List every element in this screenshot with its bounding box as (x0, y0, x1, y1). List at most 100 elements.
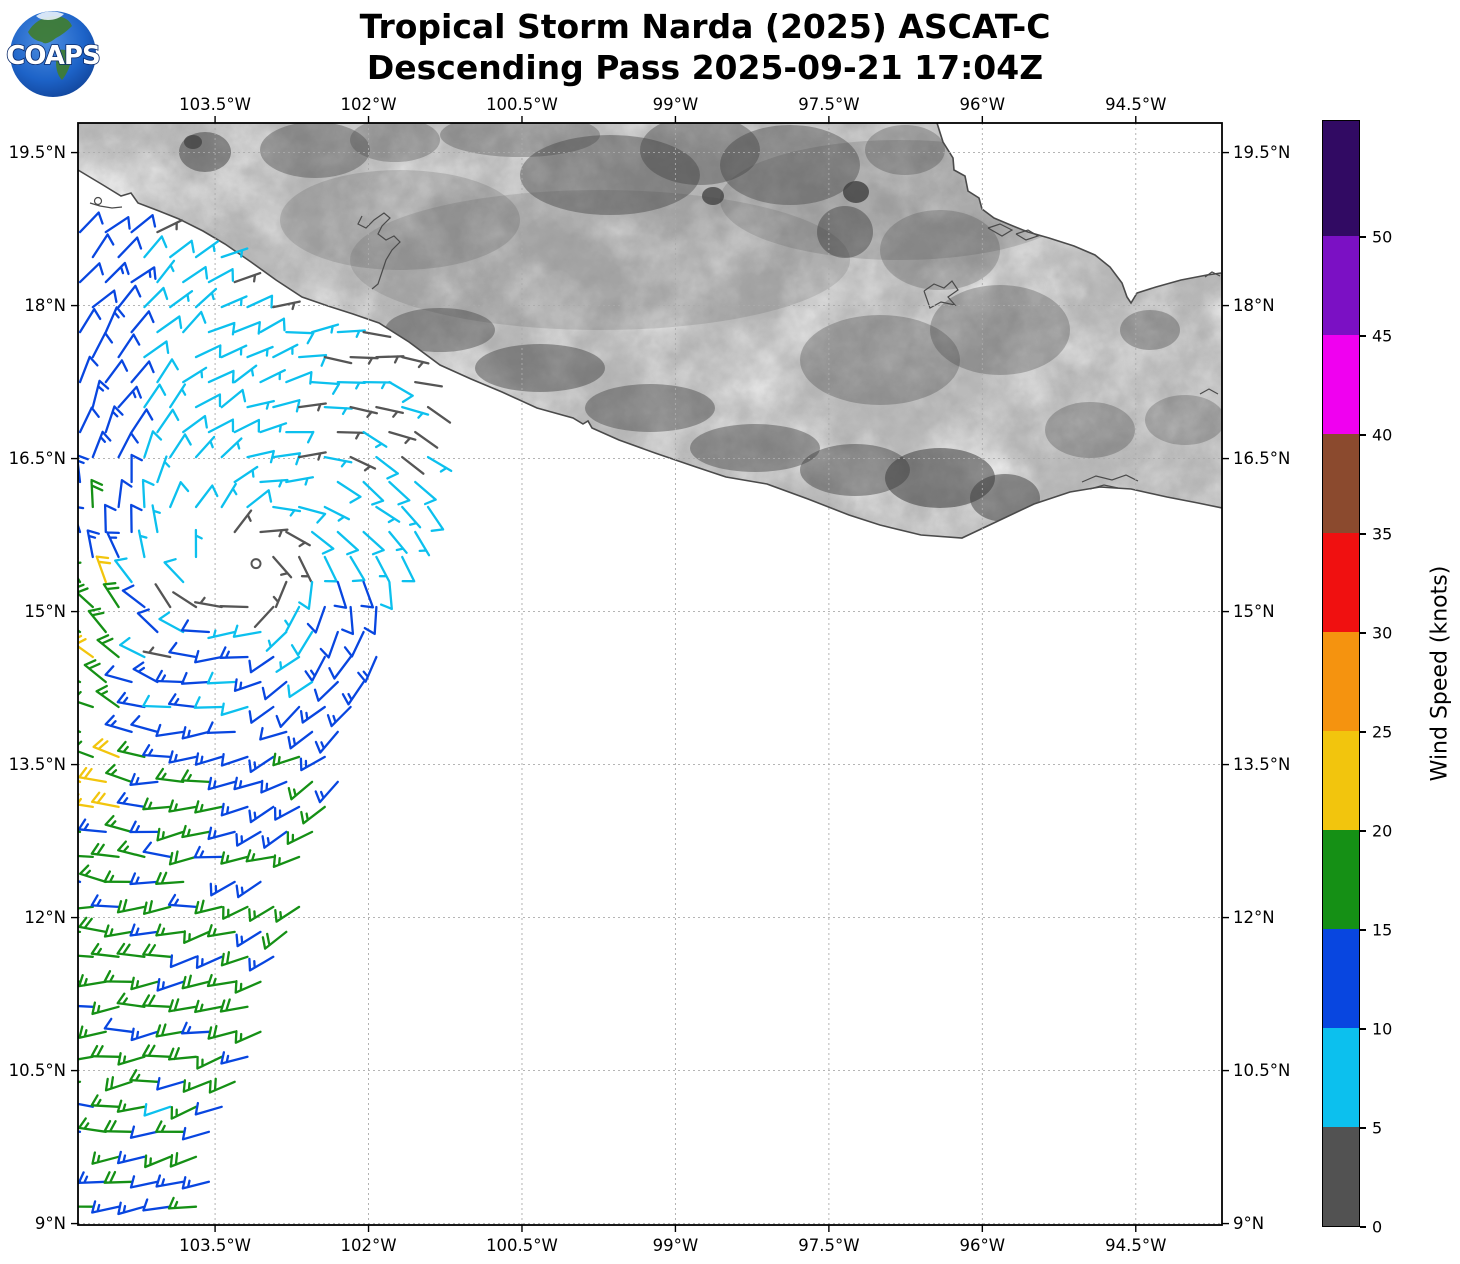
wind-barb (220, 388, 247, 409)
wind-barb (349, 455, 377, 472)
coaps-logo: COAPS (6, 11, 100, 97)
y-tick-label-left: 19.5°N (9, 143, 66, 162)
wind-barb (336, 480, 362, 504)
wind-barb (194, 435, 216, 459)
wind-barb (341, 605, 355, 636)
wind-barb (349, 555, 366, 583)
wind-barb (136, 608, 159, 634)
wind-barb (272, 399, 301, 413)
wind-barb (90, 894, 120, 909)
wind-barb (156, 358, 179, 384)
wind-barb (172, 591, 198, 609)
wind-barb (130, 715, 159, 734)
wind-barb (272, 343, 299, 359)
colorbar-segment (1323, 1127, 1359, 1226)
wind-barb (336, 530, 360, 556)
wind-barb (349, 405, 379, 419)
wind-barb (143, 235, 168, 259)
wind-barb (362, 380, 392, 390)
wind-barb (104, 359, 129, 384)
wind-barb (220, 752, 249, 767)
wind-barb (143, 383, 167, 409)
wind-barb (220, 851, 249, 865)
wind-barb (220, 1051, 249, 1065)
wind-barb (181, 824, 211, 839)
lake-outline (923, 280, 959, 309)
wind-barb (155, 923, 185, 937)
colorbar-segment (1323, 533, 1359, 632)
wind-barb (116, 1150, 146, 1165)
wind-barb (388, 430, 417, 445)
wind-barb (91, 289, 118, 309)
wind-barb (208, 1077, 236, 1094)
wind-barb (169, 433, 192, 459)
wind-barb (78, 211, 104, 234)
wind-barb (261, 930, 288, 950)
wind-barb (182, 366, 208, 384)
wind-barb (103, 970, 133, 983)
wind-barb (130, 453, 143, 484)
wind-barb (297, 505, 327, 524)
wind-barb (116, 898, 146, 914)
wind-barb (297, 451, 327, 461)
wind-barb (141, 478, 155, 509)
lake-outline (1015, 229, 1040, 241)
wind-barb (253, 605, 275, 629)
x-tick-label-bottom: 97.5°W (798, 1236, 859, 1255)
x-tick-label-bottom: 100.5°W (486, 1236, 558, 1255)
wind-barb (129, 1069, 159, 1083)
wind-barb (314, 780, 339, 804)
wind-barb (117, 1052, 146, 1066)
wind-barb (78, 905, 94, 910)
coastline-layer (78, 123, 1222, 539)
wind-barb (260, 779, 288, 794)
x-tick-label-top: 103.5°W (179, 95, 251, 114)
wind-barb (220, 437, 243, 459)
wind-barb (167, 1047, 198, 1061)
wind-barb (285, 371, 313, 385)
wind-barb (129, 872, 159, 886)
colorbar-tick (1360, 1028, 1366, 1030)
colorbar-segment (1323, 1028, 1359, 1127)
wind-barb (142, 744, 172, 759)
colorbar-tick-label: 0 (1372, 1217, 1383, 1237)
wind-barb (78, 634, 94, 659)
wind-barb (117, 385, 142, 409)
y-tick-label-left: 15°N (24, 602, 66, 621)
colorbar-axis-label: Wind Speed (knots) (1427, 565, 1453, 782)
wind-barb (401, 355, 430, 369)
wind-barb (103, 1119, 133, 1133)
wind-barb (91, 233, 115, 259)
wind-barb (180, 619, 211, 634)
wind-barb (248, 805, 275, 824)
wind-barb (78, 406, 100, 434)
wind-barb (220, 702, 249, 717)
calm-circle-storm-center (250, 558, 262, 570)
wind-barb (248, 905, 275, 922)
y-tick-label-right: 19.5°N (1233, 143, 1290, 162)
wind-barb (78, 307, 102, 334)
wind-barb (156, 1076, 185, 1091)
wind-barb (194, 800, 223, 814)
colorbar-tick-label: 5 (1372, 1118, 1383, 1138)
wind-barb (92, 738, 120, 759)
wind-barb (234, 1030, 262, 1044)
wind-barb (154, 583, 172, 609)
wind-barb (275, 705, 301, 728)
wind-barb (286, 830, 314, 845)
wind-barb (207, 369, 235, 384)
wind-barb (91, 1001, 120, 1016)
colorbar-segment (1323, 929, 1359, 1028)
lake-outline (89, 202, 123, 209)
wind-barb (169, 383, 187, 409)
wind-barb (180, 1021, 211, 1035)
wind-barb (155, 1120, 185, 1133)
wind-barb (130, 976, 159, 991)
wind-barb (285, 476, 315, 486)
wind-barb (156, 259, 176, 284)
wind-barb (129, 1125, 159, 1139)
wind-barb (104, 216, 131, 234)
wind-barb (426, 405, 452, 424)
wind-barb (362, 530, 385, 556)
wind-barb (117, 479, 133, 509)
